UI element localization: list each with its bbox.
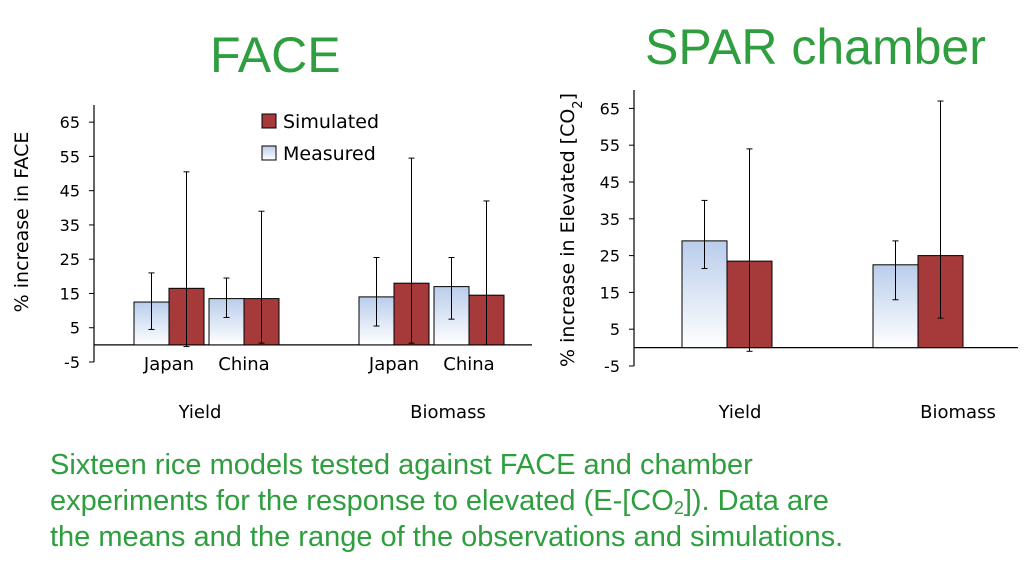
caption-line-1: Sixteen rice models tested against FACE … bbox=[50, 449, 753, 481]
subcategory-label: Japan bbox=[368, 354, 419, 375]
figure-caption: Sixteen rice models tested against FACE … bbox=[50, 447, 1010, 555]
y-tick-label: 25 bbox=[60, 250, 80, 269]
y-tick-label: 5 bbox=[70, 319, 80, 338]
legend-swatch-measured bbox=[261, 145, 277, 161]
spar-chart-title: SPAR chamber bbox=[645, 19, 986, 75]
y-tick-label: -5 bbox=[64, 353, 80, 372]
y-tick-label: 35 bbox=[600, 210, 620, 229]
face-chart-title: FACE bbox=[210, 27, 341, 83]
y-tick-label: 15 bbox=[600, 283, 620, 302]
group-label: Yield bbox=[178, 402, 222, 423]
y-tick-label: 5 bbox=[610, 320, 620, 339]
category-label: Biomass bbox=[920, 402, 996, 423]
spar-chart: 65 55 45 35 25 15 5 -5 Yield Biomass % increase in… bbox=[557, 90, 1018, 423]
y-tick-label: -5 bbox=[604, 357, 620, 376]
y-tick-label: 55 bbox=[600, 136, 620, 155]
y-tick-label: 15 bbox=[60, 284, 80, 303]
y-axis-title-main: % increase in Elevated [CO bbox=[557, 109, 579, 367]
y-tick-label: 45 bbox=[60, 182, 80, 201]
group-label: Biomass bbox=[410, 402, 486, 423]
subcategory-label: China bbox=[443, 354, 494, 375]
y-tick-label: 65 bbox=[60, 113, 80, 132]
y-tick-label: 45 bbox=[600, 173, 620, 192]
y-axis-title: % increase in Elevated [CO2] bbox=[557, 93, 586, 367]
caption-line-3: the means and the range of the observati… bbox=[50, 521, 844, 553]
subcategory-label: China bbox=[218, 354, 269, 375]
legend-label-measured: Measured bbox=[283, 143, 376, 165]
caption-line-2: experiments for the response to elevated… bbox=[50, 483, 1010, 519]
y-tick-label: 25 bbox=[600, 247, 620, 266]
face-chart: 65 55 45 35 25 15 5 -5 Japan China Japan China Yield… bbox=[11, 105, 532, 423]
y-axis-title-end: ] bbox=[557, 93, 579, 100]
y-tick-label: 65 bbox=[600, 99, 620, 118]
y-axis-title: % increase in FACE bbox=[11, 132, 33, 313]
y-axis-title-subscript: 2 bbox=[571, 100, 586, 108]
caption-line-2-a: experiments for the response to elevated… bbox=[50, 485, 674, 517]
caption-line-2-b: ]). Data are bbox=[683, 485, 829, 517]
y-tick-label: 55 bbox=[60, 147, 80, 166]
caption-subscript: 2 bbox=[673, 498, 684, 518]
y-tick-label: 35 bbox=[60, 216, 80, 235]
category-label: Yield bbox=[718, 402, 762, 423]
legend-swatch-simulated bbox=[261, 113, 277, 129]
subcategory-label: Japan bbox=[143, 354, 194, 375]
legend-label-simulated: Simulated bbox=[283, 111, 379, 133]
